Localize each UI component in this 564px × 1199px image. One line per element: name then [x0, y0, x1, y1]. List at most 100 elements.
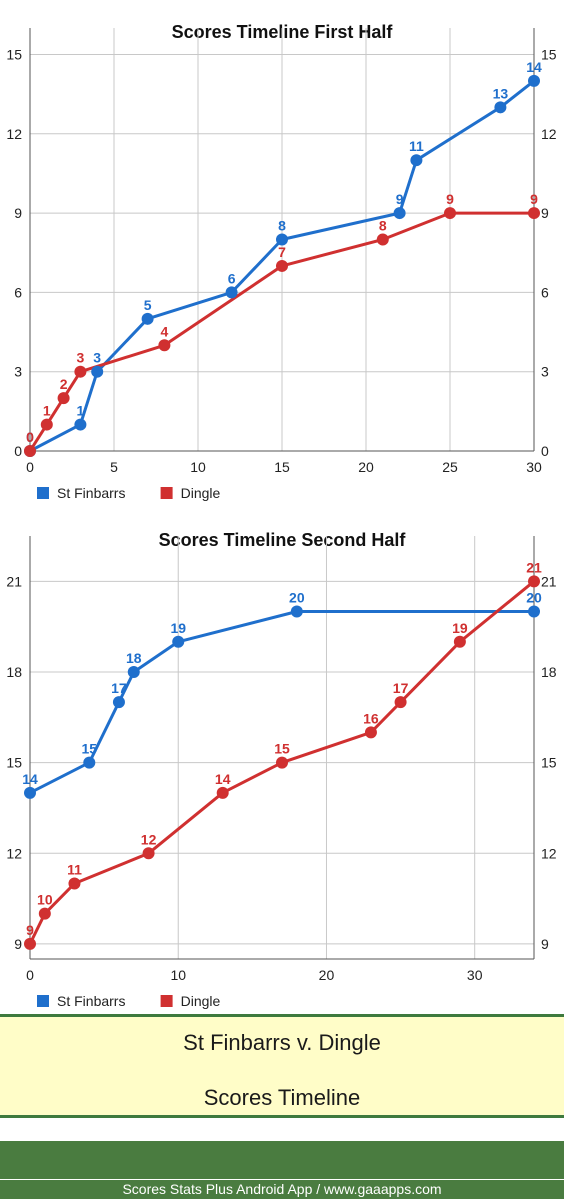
footer-title-band: St Finbarrs v. Dingle Scores Timeline: [0, 1014, 564, 1118]
data-label-dingle: 10: [37, 892, 53, 908]
series-line-st-finbarrs: [29, 79, 535, 453]
y-tick-label-left: 9: [14, 205, 22, 221]
legend-swatch-dingle: [160, 487, 173, 499]
data-point-st-finbarrs: [24, 786, 36, 799]
data-label-dingle: 12: [141, 831, 157, 847]
data-label-dingle: 1: [43, 403, 51, 419]
y-tick-label-right: 18: [541, 664, 557, 680]
data-point-st-finbarrs: [91, 365, 104, 378]
data-label-st-finbarrs: 17: [111, 680, 127, 696]
data-label-st-finbarrs: 13: [493, 85, 509, 101]
data-point-st-finbarrs: [74, 418, 87, 431]
data-point-dingle: [216, 786, 229, 799]
data-point-dingle: [444, 207, 456, 220]
data-label-dingle: 17: [393, 680, 409, 696]
x-tick-label: 30: [467, 967, 483, 983]
data-point-dingle: [158, 339, 171, 352]
data-label-st-finbarrs: 20: [526, 590, 542, 606]
x-tick-label: 25: [442, 459, 458, 475]
y-tick-label-right: 15: [541, 755, 557, 771]
data-point-st-finbarrs: [290, 605, 303, 618]
legend-swatch-st-finbarrs: [37, 995, 49, 1007]
data-point-dingle: [24, 937, 36, 950]
y-tick-label-right: 3: [541, 364, 549, 380]
data-label-st-finbarrs: 19: [170, 620, 186, 636]
y-tick-label-left: 15: [6, 755, 22, 771]
data-label-dingle: 3: [77, 350, 85, 366]
y-tick-label-left: 12: [6, 126, 22, 142]
y-tick-label-left: 3: [14, 364, 22, 380]
y-tick-label-right: 0: [541, 443, 549, 459]
data-point-dingle: [528, 575, 540, 588]
legend-label-st-finbarrs: St Finbarrs: [57, 485, 125, 501]
x-tick-label: 10: [190, 459, 206, 475]
legend-label-st-finbarrs: St Finbarrs: [57, 993, 125, 1009]
data-label-st-finbarrs: 18: [126, 650, 142, 666]
data-label-dingle: 15: [274, 741, 290, 757]
legend-swatch-st-finbarrs: [37, 487, 49, 499]
data-label-dingle: 2: [60, 376, 68, 392]
legend-label-dingle: Dingle: [181, 993, 221, 1009]
data-point-st-finbarrs: [494, 101, 507, 114]
data-label-dingle: 7: [278, 244, 286, 260]
data-point-st-finbarrs: [410, 154, 423, 167]
data-point-st-finbarrs: [393, 207, 406, 220]
data-label-dingle: 9: [530, 191, 538, 207]
x-tick-label: 0: [26, 967, 34, 983]
data-label-st-finbarrs: 5: [144, 297, 152, 313]
data-label-dingle: 9: [26, 922, 34, 938]
data-label-dingle: 16: [363, 710, 379, 726]
data-point-dingle: [40, 418, 53, 431]
data-label-dingle: 19: [452, 620, 468, 636]
data-label-dingle: 4: [161, 323, 169, 339]
series-line-dingle: [28, 580, 535, 945]
chart-title: Scores Timeline Second Half: [159, 530, 407, 550]
data-point-st-finbarrs: [127, 665, 140, 678]
y-tick-label-right: 9: [541, 936, 549, 952]
data-point-dingle: [376, 233, 389, 246]
data-label-st-finbarrs: 9: [396, 191, 404, 207]
data-label-st-finbarrs: 0: [26, 429, 34, 445]
data-point-st-finbarrs: [276, 233, 288, 246]
data-point-dingle: [38, 907, 51, 920]
data-point-dingle: [364, 726, 377, 739]
y-tick-label-right: 9: [541, 205, 549, 221]
data-point-dingle: [57, 392, 70, 405]
first-half-chart: Scores Timeline First Half 0 5 10 15 20 25 30 0 0…: [0, 8, 564, 512]
x-tick-label: 0: [26, 459, 34, 475]
chart-title: Scores Timeline First Half: [172, 22, 394, 42]
data-label-st-finbarrs: 15: [82, 741, 98, 757]
data-label-st-finbarrs: 6: [228, 270, 236, 286]
x-tick-label: 5: [110, 459, 118, 475]
x-tick-label: 20: [319, 967, 335, 983]
data-label-st-finbarrs: 14: [526, 59, 542, 75]
y-tick-label-left: 9: [14, 936, 22, 952]
data-point-st-finbarrs: [172, 635, 185, 648]
x-tick-label: 15: [274, 459, 290, 475]
data-point-dingle: [528, 207, 540, 220]
data-label-dingle: 0: [26, 429, 34, 445]
report-title: Scores Timeline: [203, 1085, 361, 1110]
y-tick-label-left: 21: [6, 573, 22, 589]
data-point-st-finbarrs: [112, 696, 125, 709]
data-label-st-finbarrs: 1: [77, 403, 85, 419]
data-point-dingle: [74, 365, 87, 378]
data-point-dingle: [394, 696, 407, 709]
match-title: St Finbarrs v. Dingle: [183, 1030, 381, 1055]
data-point-st-finbarrs: [141, 312, 154, 325]
data-label-dingle: 21: [526, 559, 542, 575]
data-label-st-finbarrs: 11: [409, 138, 424, 154]
data-point-dingle: [142, 847, 155, 860]
data-point-dingle: [276, 756, 288, 769]
data-label-st-finbarrs: 14: [22, 771, 38, 787]
data-point-st-finbarrs: [528, 74, 540, 87]
data-label-dingle: 11: [67, 861, 82, 877]
y-tick-label-left: 0: [14, 443, 22, 459]
data-point-dingle: [24, 445, 36, 457]
y-tick-label-left: 18: [6, 664, 22, 680]
footer-green-bar: [0, 1141, 564, 1179]
data-point-dingle: [276, 259, 288, 272]
legend-swatch-dingle: [160, 995, 173, 1007]
